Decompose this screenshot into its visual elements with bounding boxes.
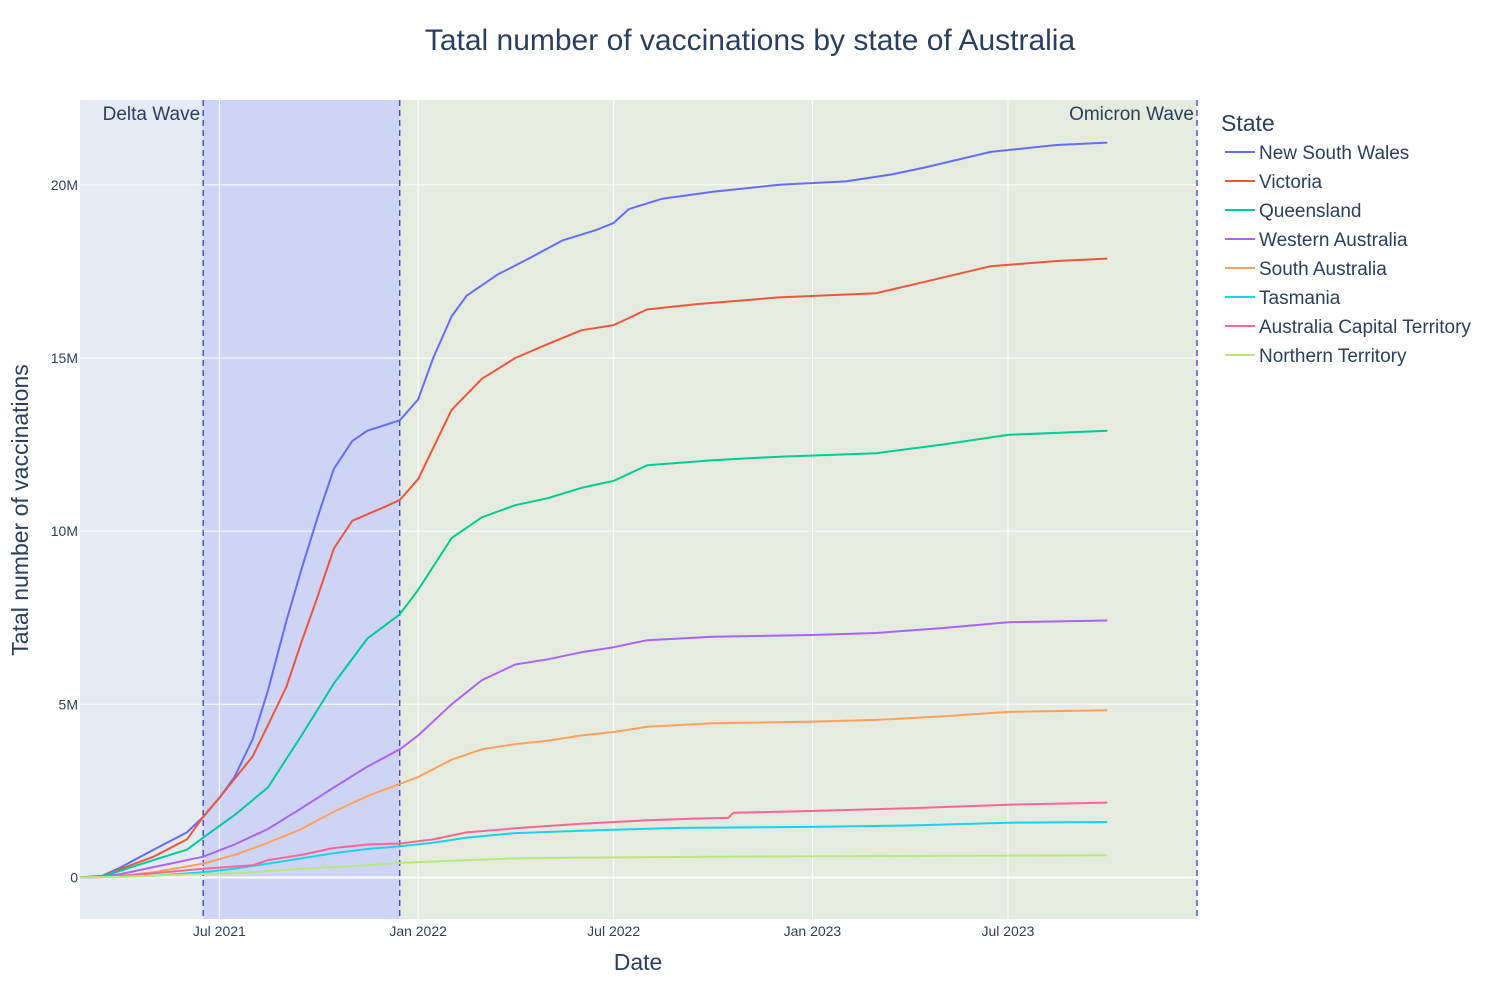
series-line-1 — [79, 257, 1108, 879]
series-line-6 — [79, 801, 1108, 879]
y-tick-label-1: 5M — [59, 696, 78, 712]
series-line-4 — [79, 709, 1108, 879]
legend-item-2: Queensland — [1259, 201, 1361, 222]
x-tick-label-0: Jul 2021 — [193, 923, 246, 939]
region-label-2: Omicron Wave — [1069, 104, 1194, 125]
y-tick-label-0: 0 — [70, 869, 78, 885]
legend-item-7: Northern Territory — [1259, 346, 1407, 367]
region-label-0: Delta Wave — [103, 104, 201, 125]
x-axis-title: Date — [614, 949, 663, 975]
legend-item-0: New South Wales — [1259, 143, 1409, 164]
x-tick-label-3: Jan 2023 — [784, 923, 842, 939]
series-line-5 — [79, 821, 1108, 879]
legend-item-5: Tasmania — [1259, 288, 1341, 309]
y-tick-label-3: 15M — [51, 350, 78, 366]
y-axis-title: Tatal number of vaccinations — [7, 364, 33, 656]
legend-item-1: Victoria — [1259, 172, 1322, 193]
legend-item-3: Western Australia — [1259, 230, 1408, 251]
series-line-7 — [79, 854, 1108, 879]
legend: State New South Wales Victoria Queensland W… — [1221, 110, 1471, 367]
legend-item-6: Australia Capital Territory — [1259, 317, 1471, 338]
y-tick-label-4: 20M — [51, 177, 78, 193]
chart-title: Tatal number of vaccinations by state of… — [425, 24, 1076, 57]
x-tick-label-1: Jan 2022 — [389, 923, 447, 939]
shaded-region-0 — [80, 100, 204, 919]
x-tick-label-2: Jul 2022 — [587, 923, 640, 939]
legend-items: New South Wales Victoria Queensland Western… — [1225, 143, 1471, 367]
shaded-region-2 — [399, 100, 1198, 919]
series-line-3 — [79, 619, 1108, 879]
shaded-region-1 — [203, 100, 400, 919]
y-tick-label-2: 10M — [51, 523, 78, 539]
x-tick-label-4: Jul 2023 — [981, 923, 1034, 939]
plot-area: Delta Wave Omicron Wave 0 5M 10M 15M 20M Jul 20… — [51, 100, 1198, 939]
legend-title: State — [1221, 110, 1275, 136]
legend-item-4: South Australia — [1259, 259, 1387, 280]
series-line-2 — [79, 429, 1108, 879]
